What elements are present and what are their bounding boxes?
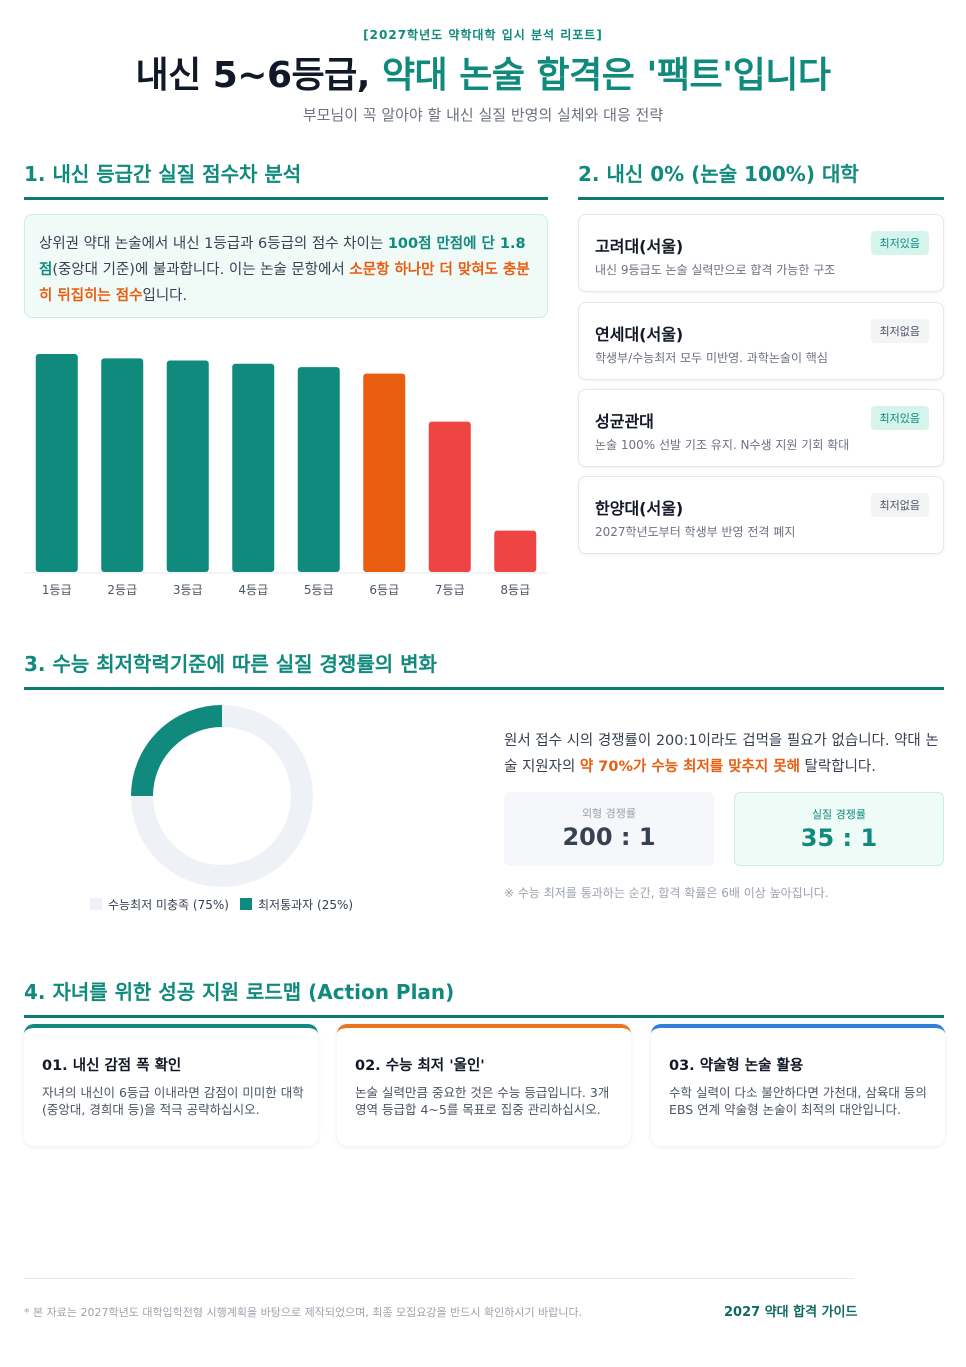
university-name: 한양대(서울) (595, 499, 684, 518)
callout-text-2: (중앙대 기준)에 불과합니다. 이는 논술 문항에서 (52, 262, 350, 278)
footer-note: * 본 자료는 2027학년도 대학입학전형 시행계획을 바탕으로 제작되었으며… (24, 1306, 583, 1319)
real-ratio-label: 실질 경쟁률 (811, 808, 867, 821)
real-ratio-value: 35 : 1 (800, 824, 878, 852)
callout-text-1: 상위권 약대 논술에서 내신 1등급과 6등급의 점수 차이는 (39, 236, 388, 252)
bar-tick-label-1: 1등급 (42, 583, 72, 597)
plan-card-1: 01. 내신 감점 폭 확인 자녀의 내신이 6등급 이내라면 감점이 미미한 … (24, 1024, 318, 1146)
footer-brand: 2027 약대 합격 가이드 (724, 1305, 858, 1320)
bar-tick-label-3: 3등급 (173, 583, 203, 597)
bar-tick-label-7: 7등급 (435, 583, 465, 597)
bar-6 (363, 373, 406, 572)
legend-label-passed: 최저통과자 (25%) (258, 898, 354, 912)
minimum-requirement-badge: 최저있음 (870, 231, 929, 255)
plan-desc: 수학 실력이 다소 불안하다면 가천대, 삼육대 등의 EBS 연계 약술형 논… (669, 1085, 927, 1117)
plan-title: 01. 내신 감점 폭 확인 (42, 1058, 182, 1074)
university-desc: 내신 9등급도 논술 실력만으로 합격 가능한 구조 (595, 263, 836, 277)
outer-ratio-label: 외형 경쟁률 (581, 807, 637, 820)
real-ratio-box: 실질 경쟁률 35 : 1 (734, 792, 944, 866)
page-title: 내신 5~6등급, 약대 논술 합격은 '팩트'입니다 (0, 46, 966, 98)
bar-tick-label-5: 5등급 (304, 583, 334, 597)
university-desc: 논술 100% 선발 기조 유지. N수생 지원 기회 확대 (595, 438, 850, 452)
outer-ratio-value: 200 : 1 (562, 823, 656, 851)
plan-desc: 자녀의 내신이 6등급 이내라면 감점이 미미한 대학(중앙대, 경희대 등)을… (42, 1085, 304, 1117)
bar-1 (35, 354, 78, 572)
donut-slice-passed (131, 705, 223, 797)
minimum-requirement-badge: 최저없음 (870, 319, 929, 343)
plan-card-3: 03. 약술형 논술 활용 수학 실력이 다소 불안하다면 가천대, 삼육대 등… (651, 1024, 945, 1146)
bar-2 (101, 358, 144, 572)
report-tag: [2027학년도 약학대학 입시 분석 리포트] (363, 28, 603, 42)
minimum-requirement-badge: 최저없음 (870, 493, 929, 517)
legend-swatch-unmet (90, 898, 102, 910)
callout-text-3: 입니다. (142, 288, 188, 304)
grade-score-bar-chart: 1등급 2등급 3등급 4등급 5등급 6등급 7등급 8등급 (24, 354, 548, 597)
legend-swatch-passed (240, 898, 252, 910)
university-card-skku: 성균관대 논술 100% 선발 기조 유지. N수생 지원 기회 확대 최저있음 (578, 389, 944, 467)
university-name: 고려대(서울) (595, 237, 684, 256)
university-card-korea: 고려대(서울) 내신 9등급도 논술 실력만으로 합격 가능한 구조 최저있음 (578, 214, 944, 292)
title-part-1: 내신 5~6등급, (135, 55, 382, 96)
section3-description: 원서 접수 시의 경쟁률이 200:1이라도 겁먹을 필요가 없습니다. 약대 … (504, 728, 944, 780)
donut-legend-passed: 최저통과자 (25%) (240, 896, 353, 913)
plan-card-2: 02. 수능 최저 '올인' 논술 실력만큼 중요한 것은 수능 등급입니다. … (337, 1024, 631, 1146)
plan-title: 02. 수능 최저 '올인' (355, 1058, 485, 1074)
section3-text-3: 탈락합니다. (799, 759, 876, 775)
bar-tick-label-2: 2등급 (107, 583, 137, 597)
section1-callout: 상위권 약대 논술에서 내신 1등급과 6등급의 점수 차이는 100점 만점에… (24, 214, 548, 318)
section3-highlight: 약 70%가 수능 최저를 맞추지 못해 (579, 759, 800, 775)
section1-heading: 1. 내신 등급간 실질 점수차 분석 (24, 158, 548, 200)
legend-label-unmet: 수능최저 미충족 (75%) (108, 898, 229, 912)
bar-7 (428, 421, 471, 572)
competition-donut-chart (131, 705, 313, 887)
university-desc: 학생부/수능최저 모두 미반영. 과학논술이 핵심 (595, 351, 828, 365)
bar-8 (494, 530, 537, 572)
section3-note: ※ 수능 최저를 통과하는 순간, 합격 확률은 6배 이상 높아집니다. (504, 886, 829, 900)
university-name: 성균관대 (595, 412, 654, 431)
bar-tick-label-4: 4등급 (238, 583, 268, 597)
section4-heading: 4. 자녀를 위한 성공 지원 로드맵 (Action Plan) (24, 976, 944, 1018)
title-part-2: 약대 논술 합격은 '팩트'입니다 (381, 55, 831, 96)
bar-tick-label-6: 6등급 (369, 583, 399, 597)
plan-desc: 논술 실력만큼 중요한 것은 수능 등급입니다. 3개 영역 등급합 4~5를 … (355, 1085, 610, 1117)
outer-ratio-box: 외형 경쟁률 200 : 1 (504, 792, 714, 866)
university-name: 연세대(서울) (595, 325, 684, 344)
plan-title: 03. 약술형 논술 활용 (669, 1058, 804, 1074)
section2-heading: 2. 내신 0% (논술 100%) 대학 (578, 158, 944, 200)
university-desc: 2027학년도부터 학생부 반영 전격 폐지 (595, 525, 796, 539)
bar-4 (232, 363, 275, 572)
bar-5 (297, 367, 340, 572)
donut-legend-unmet: 수능최저 미충족 (75%) (90, 896, 229, 913)
university-card-yonsei: 연세대(서울) 학생부/수능최저 모두 미반영. 과학논술이 핵심 최저없음 (578, 302, 944, 380)
section3-heading: 3. 수능 최저학력기준에 따른 실질 경쟁률의 변화 (24, 648, 944, 690)
bar-3 (166, 360, 209, 572)
footer-divider (24, 1278, 854, 1279)
section3-text-1: 원서 접수 시의 경쟁률이 200:1이라도 겁먹을 필요가 없습니다. 약대 … (504, 733, 939, 775)
callout-highlight-reverse: 소문항 하나만 더 맞혀도 충분히 뒤집히는 점수 (39, 262, 530, 304)
minimum-requirement-badge: 최저있음 (870, 406, 929, 430)
bar-tick-label-8: 8등급 (500, 583, 530, 597)
page-subtitle: 부모님이 꼭 알아야 할 내신 실질 반영의 실체와 대응 전략 (302, 106, 664, 124)
callout-highlight-score: 100점 만점에 단 1.8점 (39, 236, 526, 278)
university-card-hanyang: 한양대(서울) 2027학년도부터 학생부 반영 전격 폐지 최저없음 (578, 476, 944, 554)
